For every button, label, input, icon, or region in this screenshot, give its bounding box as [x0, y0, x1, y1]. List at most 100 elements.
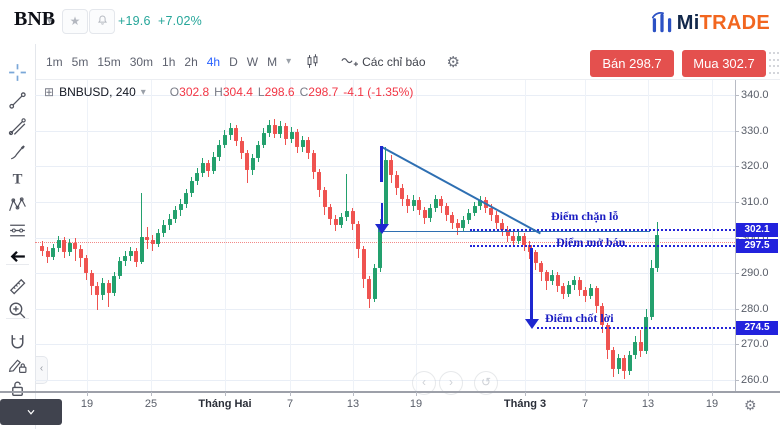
- time-axis-label: Tháng Hai: [198, 398, 252, 410]
- candle-body: [211, 156, 216, 171]
- candle-body: [267, 124, 272, 133]
- candle: [84, 254, 89, 281]
- candle: [150, 235, 155, 252]
- candle: [533, 249, 538, 270]
- long-position-tool-button[interactable]: [7, 220, 28, 241]
- timeframe-30m[interactable]: 30m: [129, 54, 154, 69]
- price-axis-tick: [735, 308, 739, 310]
- candle: [311, 149, 316, 179]
- candle-body: [378, 224, 383, 269]
- candle-body: [522, 236, 527, 246]
- axis-settings-gear-icon[interactable]: ⚙: [744, 397, 757, 413]
- timeframe-more-chevron-icon[interactable]: ▾: [286, 56, 292, 67]
- timeframe-W[interactable]: W: [246, 54, 259, 69]
- buy-button[interactable]: Mua 302.7: [682, 50, 766, 77]
- candle-body: [306, 140, 311, 153]
- ruler-tool-button[interactable]: [7, 276, 28, 297]
- candle: [500, 218, 505, 237]
- candle-body: [78, 248, 83, 258]
- compare-add-icon[interactable]: ⊞: [44, 85, 55, 99]
- candle: [278, 121, 283, 138]
- magnet-tool-button[interactable]: [7, 332, 28, 353]
- stop-loss-label: Điểm chặn lỗ: [551, 209, 619, 223]
- candle: [478, 196, 483, 211]
- indicators-button[interactable]: Các chỉ báo: [340, 53, 426, 70]
- candle-body: [594, 288, 599, 306]
- candle: [328, 203, 333, 226]
- pitchfork-tool-button[interactable]: [7, 116, 28, 137]
- drawing-lock-tool-button[interactable]: [7, 354, 28, 375]
- candle: [289, 127, 294, 144]
- xabcd-pattern-tool-button[interactable]: [7, 194, 28, 215]
- watchlist-star-button[interactable]: ★: [62, 9, 88, 34]
- timeframe-15m[interactable]: 15m: [97, 54, 121, 69]
- candle-body: [250, 158, 255, 171]
- entry-arrow-head: [375, 224, 389, 234]
- candle-wick: [96, 282, 98, 311]
- ohlc-close: C298.7: [299, 85, 339, 99]
- arrow-tool-button[interactable]: [7, 246, 28, 267]
- ohlc-open: O302.8: [169, 85, 210, 99]
- trend-line-tool-button[interactable]: [7, 90, 28, 111]
- candle: [245, 150, 250, 183]
- candle: [189, 176, 194, 198]
- legend-symbol[interactable]: BNBUSD, 240: [59, 85, 136, 99]
- symbol-title[interactable]: BNB: [14, 8, 56, 30]
- timeframe-5m[interactable]: 5m: [71, 54, 89, 69]
- timeframe-4h[interactable]: 4h: [206, 54, 221, 69]
- candle: [455, 218, 460, 235]
- candle-body: [278, 126, 283, 134]
- timeframe-1m[interactable]: 1m: [46, 54, 63, 69]
- time-axis-label: 19: [409, 398, 423, 410]
- drag-handle[interactable]: [769, 52, 779, 76]
- chevron-down-icon[interactable]: ▾: [140, 86, 146, 98]
- v-gridline: [648, 80, 649, 392]
- zoom-in-icon: [9, 302, 26, 319]
- drawing-toolbar: T: [0, 44, 36, 429]
- candle-body: [333, 218, 338, 225]
- candle: [45, 246, 50, 263]
- crosshair-tool-button[interactable]: [7, 62, 28, 83]
- candle-body: [533, 252, 538, 264]
- time-axis-tick: [416, 392, 417, 396]
- timeframe-1h[interactable]: 1h: [162, 54, 176, 69]
- candle-body: [195, 172, 200, 182]
- candle-body: [62, 240, 67, 253]
- candle: [134, 248, 139, 268]
- candle-body: [505, 230, 510, 237]
- watchlist-expander[interactable]: ‹: [36, 356, 48, 384]
- candlestick-style-button[interactable]: [304, 53, 321, 70]
- text-tool-button[interactable]: T: [7, 168, 28, 189]
- candle: [256, 140, 261, 162]
- candle: [389, 155, 394, 184]
- candle-body: [217, 144, 222, 157]
- indicators-label: Các chỉ báo: [362, 54, 426, 69]
- timeframe-D[interactable]: D: [229, 54, 238, 69]
- lock-all-tool-button[interactable]: [7, 378, 28, 399]
- candle: [317, 168, 322, 197]
- candle: [178, 199, 183, 216]
- settings-gear-icon[interactable]: ⚙: [446, 53, 460, 71]
- timeframe-2h[interactable]: 2h: [184, 54, 198, 69]
- candle-body: [527, 245, 532, 253]
- candle: [417, 196, 422, 216]
- time-axis-label: 25: [144, 398, 158, 410]
- ruler-icon: [9, 278, 26, 295]
- chevron-down-icon[interactable]: ▾: [47, 16, 53, 27]
- alert-bell-button[interactable]: [89, 9, 115, 34]
- time-axis-label: 13: [346, 398, 360, 410]
- time-axis-tick: [87, 392, 88, 396]
- timeframe-M[interactable]: M: [267, 54, 278, 69]
- zoom-in-tool-button[interactable]: [7, 300, 28, 321]
- mitrade-mark-icon: [651, 12, 671, 33]
- candle: [300, 135, 305, 152]
- collapse-toolbar-button[interactable]: [0, 399, 62, 425]
- candle-wick: [346, 174, 348, 222]
- h-gridline: [35, 95, 735, 96]
- brush-tool-button[interactable]: [7, 142, 28, 163]
- candle-body: [200, 163, 205, 173]
- candle-body: [45, 250, 50, 257]
- sell-button[interactable]: Bán 298.7: [590, 50, 674, 77]
- toolbar-separator: [6, 264, 29, 265]
- candle: [56, 236, 61, 252]
